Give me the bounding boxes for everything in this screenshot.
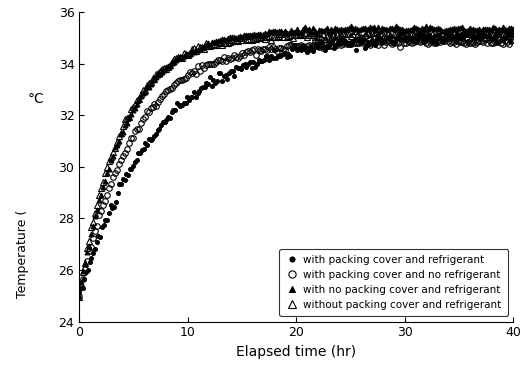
without packing cover and refrigerant — [510, 32, 516, 36]
without packing cover and refrigerant — [445, 30, 451, 34]
with packing cover and refrigerant — [147, 138, 154, 142]
with packing cover and no refrigerant — [308, 43, 314, 48]
with packing cover and refrigerant — [510, 31, 516, 36]
with packing cover and no refrigerant — [203, 63, 209, 67]
with packing cover and no refrigerant — [458, 40, 465, 44]
with packing cover and no refrigerant — [195, 64, 201, 68]
with no packing cover and refrigerant — [458, 25, 465, 30]
with no packing cover and refrigerant — [308, 29, 314, 34]
with packing cover and refrigerant — [256, 57, 262, 62]
with no packing cover and refrigerant — [510, 27, 516, 31]
with packing cover and no refrigerant — [445, 39, 451, 43]
without packing cover and refrigerant — [195, 44, 201, 48]
Line: with no packing cover and refrigerant: with no packing cover and refrigerant — [77, 23, 515, 299]
with no packing cover and refrigerant — [466, 26, 473, 30]
without packing cover and refrigerant — [308, 31, 314, 35]
with packing cover and refrigerant — [376, 36, 382, 40]
with no packing cover and refrigerant — [445, 28, 451, 32]
with packing cover and no refrigerant — [76, 294, 82, 298]
with packing cover and refrigerant — [76, 290, 82, 295]
X-axis label: Elapsed time (hr): Elapsed time (hr) — [236, 345, 356, 359]
Line: with packing cover and no refrigerant: with packing cover and no refrigerant — [77, 36, 516, 299]
with no packing cover and refrigerant — [195, 47, 201, 52]
with packing cover and refrigerant — [250, 60, 257, 64]
with packing cover and refrigerant — [508, 30, 515, 34]
Text: Temperature (: Temperature ( — [16, 209, 29, 298]
Line: without packing cover and refrigerant: without packing cover and refrigerant — [77, 28, 516, 299]
with packing cover and no refrigerant — [466, 41, 473, 45]
without packing cover and refrigerant — [466, 32, 473, 37]
with packing cover and no refrigerant — [510, 38, 516, 42]
with no packing cover and refrigerant — [76, 294, 82, 299]
without packing cover and refrigerant — [352, 29, 358, 33]
without packing cover and refrigerant — [76, 294, 82, 299]
with packing cover and no refrigerant — [442, 36, 449, 40]
Line: with packing cover and refrigerant: with packing cover and refrigerant — [77, 30, 515, 294]
Legend: with packing cover and refrigerant, with packing cover and no refrigerant, with : with packing cover and refrigerant, with… — [279, 249, 508, 317]
with packing cover and refrigerant — [327, 42, 333, 46]
Text: °C: °C — [27, 92, 44, 106]
without packing cover and refrigerant — [203, 41, 209, 45]
with packing cover and refrigerant — [493, 31, 499, 36]
with no packing cover and refrigerant — [347, 24, 354, 28]
with no packing cover and refrigerant — [203, 43, 209, 48]
without packing cover and refrigerant — [458, 35, 465, 39]
